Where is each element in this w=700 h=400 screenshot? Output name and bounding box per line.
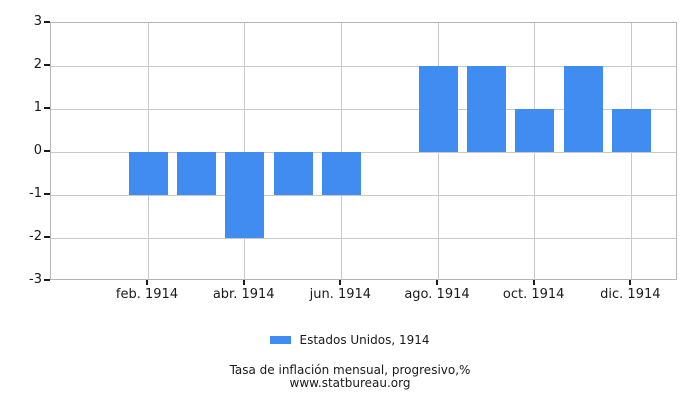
bar (563, 66, 603, 152)
x-axis-tick (532, 280, 535, 285)
y-axis-label: 1 (33, 100, 42, 115)
chart-website: www.statbureau.org (289, 376, 411, 390)
bar (176, 152, 216, 195)
legend: Estados Unidos, 1914 (0, 333, 700, 347)
bar (611, 109, 651, 152)
x-axis-tick (339, 280, 342, 285)
legend-label: Estados Unidos, 1914 (299, 333, 430, 347)
x-grid-line (340, 23, 342, 279)
y-grid-line (51, 194, 676, 196)
y-grid-line (51, 151, 676, 153)
x-axis-label: jun. 1914 (309, 287, 372, 302)
bar (273, 152, 313, 195)
bar (225, 152, 265, 238)
plot-area (50, 22, 677, 280)
legend-swatch (270, 336, 292, 344)
y-axis-tick (44, 150, 50, 152)
x-axis-tick (242, 280, 245, 285)
bar (128, 152, 168, 195)
x-grid-line (147, 23, 149, 279)
y-grid-line (51, 108, 676, 110)
y-axis-label: 2 (33, 57, 42, 72)
y-axis-tick (44, 236, 50, 238)
x-grid-line (244, 23, 246, 279)
x-axis-tick (629, 280, 632, 285)
x-axis-label: dic. 1914 (600, 287, 661, 302)
y-axis-tick (44, 279, 50, 281)
bar (515, 109, 555, 152)
y-axis-tick (44, 107, 50, 109)
x-axis-label: feb. 1914 (115, 287, 179, 302)
x-axis-label: abr. 1914 (212, 287, 275, 302)
bar (418, 66, 458, 152)
x-axis-label: oct. 1914 (502, 287, 565, 302)
y-axis-tick (44, 64, 50, 66)
y-axis-tick (44, 21, 50, 23)
y-axis-label: -3 (29, 272, 42, 287)
x-axis-tick (436, 280, 438, 285)
y-axis-label: -1 (29, 186, 42, 201)
y-grid-line (51, 237, 676, 239)
chart-footer: Tasa de inflación mensual, progresivo,% … (0, 364, 700, 390)
y-axis-label: -2 (29, 229, 42, 244)
bar (321, 152, 361, 195)
y-axis-label: 3 (33, 14, 42, 29)
y-axis-tick (44, 193, 50, 195)
bar (466, 66, 506, 152)
x-axis-label: ago. 1914 (404, 287, 470, 302)
y-grid-line (51, 65, 676, 67)
y-axis-label: 0 (33, 143, 42, 158)
x-axis-tick (146, 280, 149, 285)
chart-caption: Tasa de inflación mensual, progresivo,% (229, 363, 471, 377)
